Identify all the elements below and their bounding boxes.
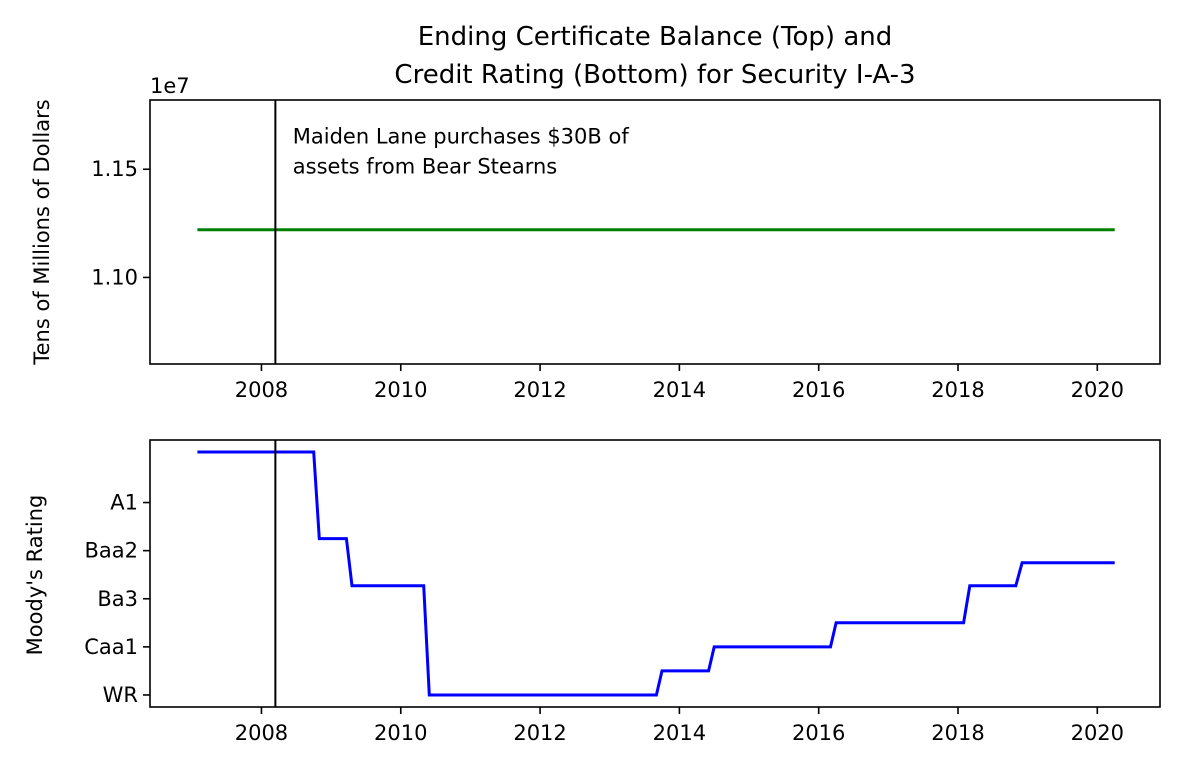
annotation-line-1: Maiden Lane purchases $30B of <box>293 124 630 148</box>
bottom-x-tick-label: 2018 <box>931 721 984 745</box>
top-x-tick-label: 2008 <box>235 378 288 402</box>
top-axes-frame <box>149 99 1161 365</box>
top-x-tick-label: 2018 <box>931 378 984 402</box>
balance-chart-panel: Tens of Millions of Dollars 1e7 2008 2010… <box>30 74 1161 402</box>
bottom-axes-frame <box>149 439 1161 708</box>
bottom-y-tick-label: Caa1 <box>84 635 138 659</box>
bottom-x-tick-label: 2012 <box>513 721 566 745</box>
bottom-x-tick-label: 2014 <box>653 721 706 745</box>
top-x-tick-label: 2010 <box>374 378 427 402</box>
chart-title-line2: Credit Rating (Bottom) for Security I-A-… <box>394 60 915 90</box>
bottom-x-tick-label: 2016 <box>792 721 845 745</box>
top-x-tick-label: 2020 <box>1071 378 1124 402</box>
bottom-series-line-0 <box>197 450 1115 697</box>
top-y-tick-label: 1.10 <box>91 265 138 289</box>
chart-title-line1: Ending Certificate Balance (Top) and <box>418 22 893 52</box>
top-x-tick-label: 2012 <box>513 378 566 402</box>
bottom-y-tick-label: Ba3 <box>97 587 138 611</box>
bottom-x-tick-label: 2008 <box>235 721 288 745</box>
top-y-tick-label: 1.15 <box>91 157 138 181</box>
bottom-ylabel: Moody's Rating <box>23 495 47 656</box>
bottom-x-tick-label: 2020 <box>1071 721 1124 745</box>
top-x-tick-label: 2016 <box>792 378 845 402</box>
top-x-tick-label: 2014 <box>653 378 706 402</box>
top-offset-text: 1e7 <box>150 74 190 98</box>
rating-chart-panel: Moody's Rating 2008 2010 2012 2014 2016 2018 2… <box>23 439 1161 745</box>
annotation-line-2: assets from Bear Stearns <box>293 154 557 178</box>
bottom-y-tick-label: A1 <box>110 491 138 515</box>
bottom-x-tick-label: 2010 <box>374 721 427 745</box>
bottom-y-tick-label: Baa2 <box>84 539 138 563</box>
bottom-y-tick-label: WR <box>103 683 138 707</box>
top-ylabel: Tens of Millions of Dollars <box>30 99 54 365</box>
